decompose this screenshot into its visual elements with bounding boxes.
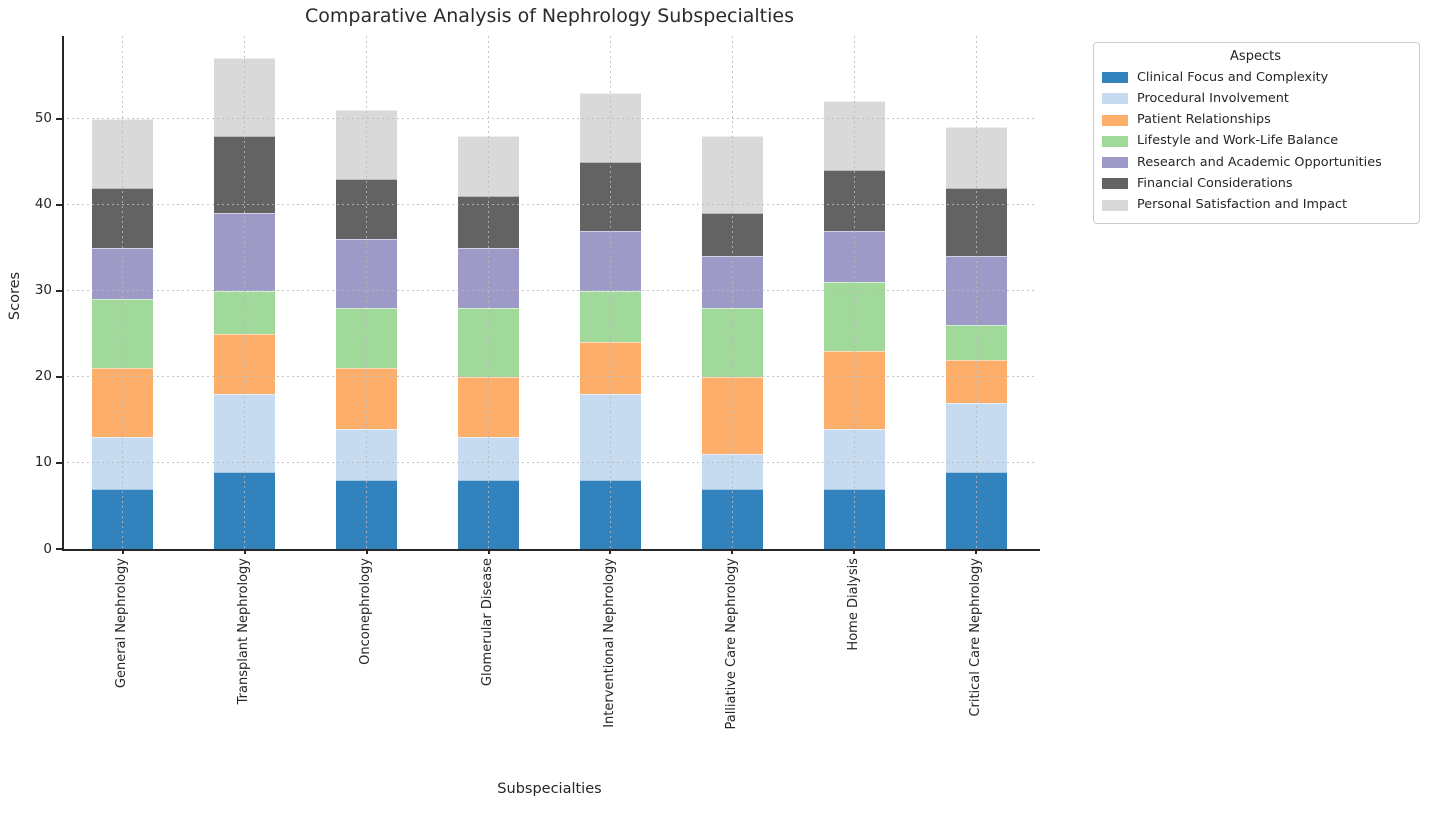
gridline-x-1 — [122, 36, 124, 549]
legend-swatch — [1102, 135, 1128, 147]
legend-label: Procedural Involvement — [1137, 90, 1289, 106]
y-axis-spine — [62, 36, 64, 549]
x-tick-label: Interventional Nephrology — [600, 558, 620, 733]
legend-label: Lifestyle and Work-Life Balance — [1137, 133, 1339, 149]
gridline-x-3 — [366, 36, 368, 549]
y-tick-mark — [56, 203, 62, 206]
y-tick-label: 10 — [34, 454, 52, 471]
x-tick-mark — [853, 549, 856, 554]
legend-label: Research and Academic Opportunities — [1137, 154, 1382, 170]
legend-label: Clinical Focus and Complexity — [1137, 69, 1329, 85]
x-tick-label: Critical Care Nephrology — [966, 558, 986, 722]
legend: Aspects Clinical Focus and Complexity Pro… — [1093, 42, 1420, 224]
x-tick-label: Palliative Care Nephrology — [722, 558, 742, 734]
x-tick-mark — [243, 549, 246, 554]
gridline-y-20 — [62, 376, 1037, 378]
x-tick-label-text: Transplant Nephrology — [236, 558, 252, 705]
legend-item: Patient Relationships — [1102, 110, 1409, 131]
legend-item: Research and Academic Opportunities — [1102, 152, 1409, 173]
gridline-y-30 — [62, 290, 1037, 292]
plot-area — [62, 36, 1040, 551]
legend-items: Clinical Focus and Complexity Procedural … — [1102, 67, 1409, 216]
y-tick-mark — [56, 375, 62, 378]
y-tick-label: 30 — [34, 282, 52, 299]
x-tick-mark — [975, 549, 978, 554]
x-tick-label: Home Dialysis — [844, 558, 864, 656]
y-tick-mark — [56, 117, 62, 120]
x-axis-label: Subspecialties — [497, 781, 602, 797]
gridline-x-7 — [853, 36, 855, 549]
gridline-x-6 — [731, 36, 733, 549]
x-tick-label-text: Glomerular Disease — [480, 558, 496, 687]
legend-swatch — [1102, 114, 1128, 126]
gridline-x-4 — [488, 36, 490, 549]
gridline-x-5 — [609, 36, 611, 549]
x-tick-mark — [731, 549, 734, 554]
x-tick-label-text: Palliative Care Nephrology — [723, 558, 739, 730]
x-tick-mark — [121, 549, 124, 554]
gridline-y-10 — [62, 462, 1037, 464]
legend-item: Procedural Involvement — [1102, 88, 1409, 109]
y-axis-label-text: Scores — [7, 271, 23, 321]
x-tick-label: General Nephrology — [113, 558, 133, 693]
legend-swatch — [1102, 93, 1128, 105]
y-tick-label: 0 — [43, 540, 52, 557]
x-tick-label-text: Onconephrology — [358, 558, 374, 665]
x-tick-label-text: Interventional Nephrology — [601, 558, 617, 728]
y-tick-mark — [56, 289, 62, 292]
gridline-x-8 — [975, 36, 977, 549]
y-tick-mark — [56, 461, 62, 464]
legend-item: Personal Satisfaction and Impact — [1102, 195, 1409, 216]
x-tick-label: Glomerular Disease — [479, 558, 499, 691]
gridline-y-50 — [62, 118, 1037, 120]
legend-item: Clinical Focus and Complexity — [1102, 67, 1409, 88]
x-tick-label-text: Critical Care Nephrology — [967, 558, 983, 717]
x-axis-spine — [62, 549, 1040, 551]
chart-title: Comparative Analysis of Nephrology Subsp… — [305, 5, 794, 27]
legend-label: Patient Relationships — [1137, 112, 1271, 128]
x-tick-mark — [487, 549, 490, 554]
gridline-y-40 — [62, 204, 1037, 206]
y-tick-mark — [56, 548, 62, 550]
x-tick-label: Transplant Nephrology — [235, 558, 255, 709]
y-tick-label: 20 — [34, 368, 52, 385]
y-tick-label: 40 — [34, 196, 52, 213]
gridline-x-2 — [244, 36, 246, 549]
legend-label: Financial Considerations — [1137, 175, 1293, 191]
legend-swatch — [1102, 199, 1128, 211]
x-tick-mark — [609, 549, 612, 554]
legend-item: Lifestyle and Work-Life Balance — [1102, 131, 1409, 152]
legend-swatch — [1102, 178, 1128, 190]
x-tick-mark — [365, 549, 368, 554]
x-tick-label-text: General Nephrology — [114, 558, 130, 689]
legend-title: Aspects — [1230, 49, 1281, 64]
legend-item: Financial Considerations — [1102, 173, 1409, 194]
legend-label: Personal Satisfaction and Impact — [1137, 197, 1348, 213]
y-tick-label: 50 — [34, 110, 52, 127]
legend-swatch — [1102, 157, 1128, 169]
x-tick-label: Onconephrology — [357, 558, 377, 670]
legend-swatch — [1102, 72, 1128, 84]
x-tick-label-text: Home Dialysis — [845, 558, 861, 651]
